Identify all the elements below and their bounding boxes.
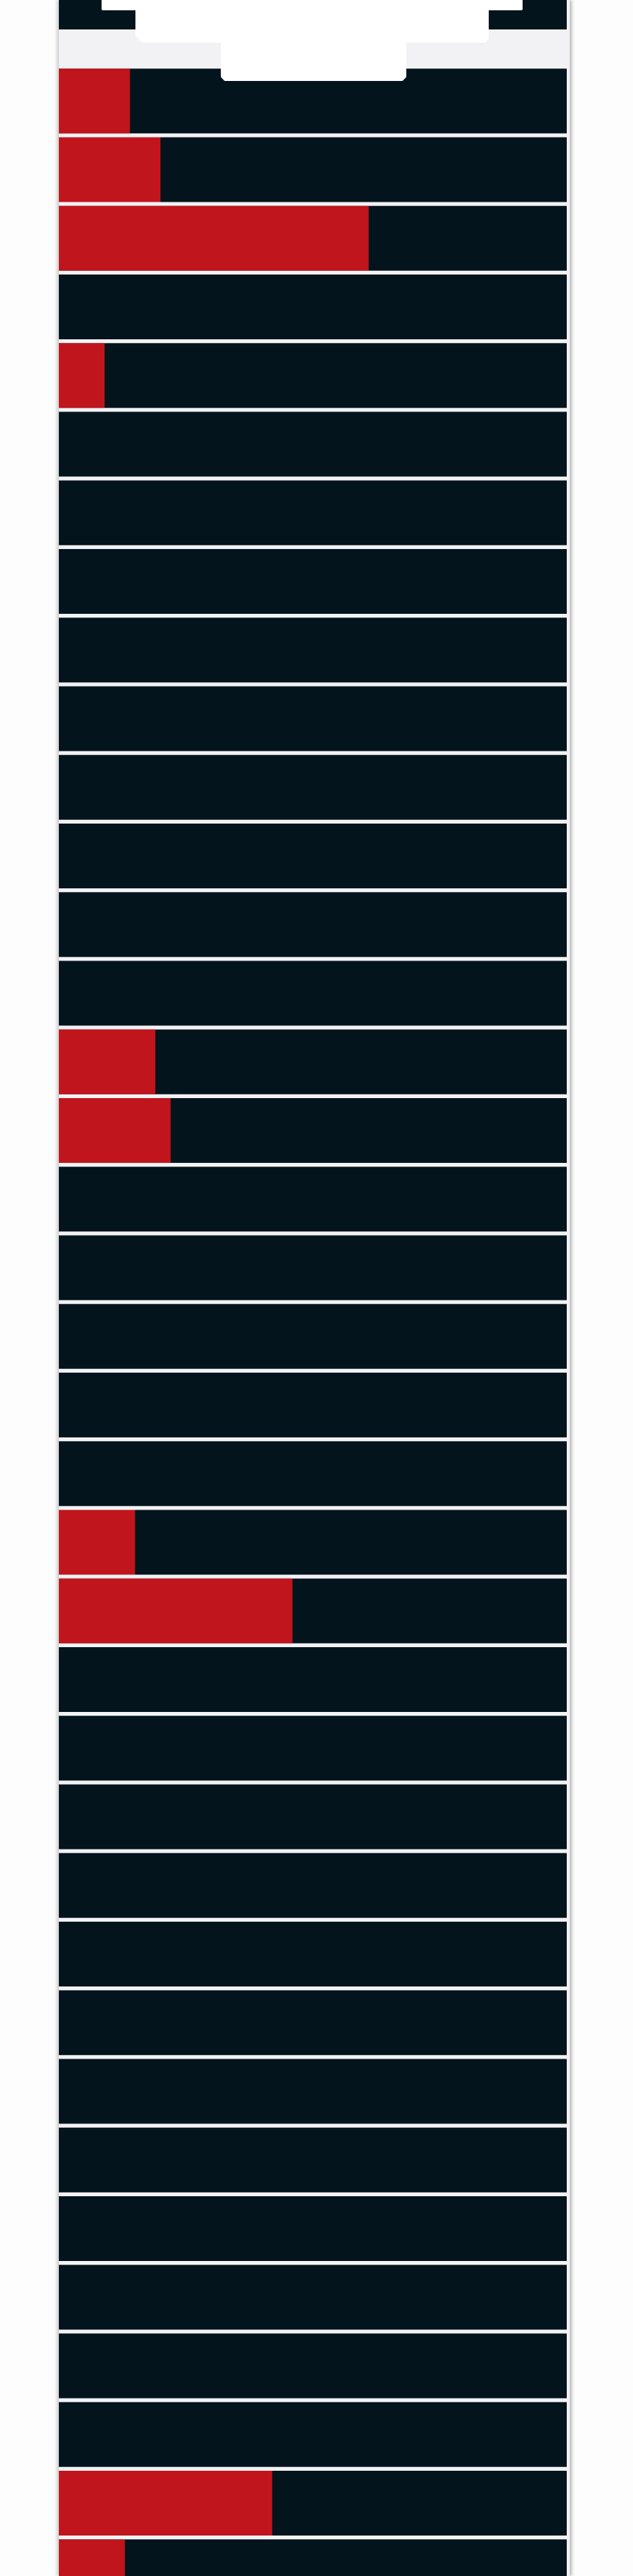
bar-background-8 (59, 480, 567, 545)
bar-fill-3 (59, 137, 160, 202)
bar-background-26 (59, 1716, 567, 1781)
bar-fill-16 (59, 1029, 156, 1094)
bar-background-33 (59, 2196, 567, 2261)
bar-background-32 (59, 2127, 567, 2193)
bar-fill-37 (59, 2471, 272, 2536)
bar-background-18 (59, 1167, 567, 1232)
bar-background-20 (59, 1303, 567, 1369)
bar-background-36 (59, 2402, 567, 2467)
bar-fill-24 (59, 1578, 293, 1643)
bar-background-12 (59, 754, 567, 820)
bar-background-13 (59, 824, 567, 888)
bar-background-22 (59, 1441, 567, 1507)
bar-background-27 (59, 1784, 567, 1850)
castle-emblem-icon (102, 0, 523, 81)
bar-background-7 (59, 411, 567, 477)
bar-fill-2 (59, 68, 130, 134)
bar-background-38 (59, 2539, 567, 2576)
bar-background-35 (59, 2333, 567, 2399)
bar-fill-6 (59, 343, 105, 408)
bar-background-28 (59, 1853, 567, 1918)
bar-background-34 (59, 2265, 567, 2330)
bar-fill-4 (59, 205, 369, 271)
bars-group (59, 0, 567, 2576)
bar-background-29 (59, 1922, 567, 1986)
bar-fill-38 (59, 2539, 125, 2576)
bar-background-11 (59, 686, 567, 751)
bar-background-6 (59, 343, 567, 408)
bar-background-21 (59, 1373, 567, 1437)
bar-background-23 (59, 1510, 567, 1575)
bar-background-5 (59, 275, 567, 339)
bar-background-10 (59, 618, 567, 683)
bar-background-14 (59, 892, 567, 958)
bar-fill-17 (59, 1098, 171, 1163)
bar-background-31 (59, 2059, 567, 2124)
bar-background-30 (59, 1990, 567, 2056)
bar-fill-23 (59, 1510, 135, 1575)
bar-background-9 (59, 549, 567, 614)
bar-background-15 (59, 960, 567, 1026)
bar-background-25 (59, 1647, 567, 1712)
bar-background-19 (59, 1235, 567, 1301)
